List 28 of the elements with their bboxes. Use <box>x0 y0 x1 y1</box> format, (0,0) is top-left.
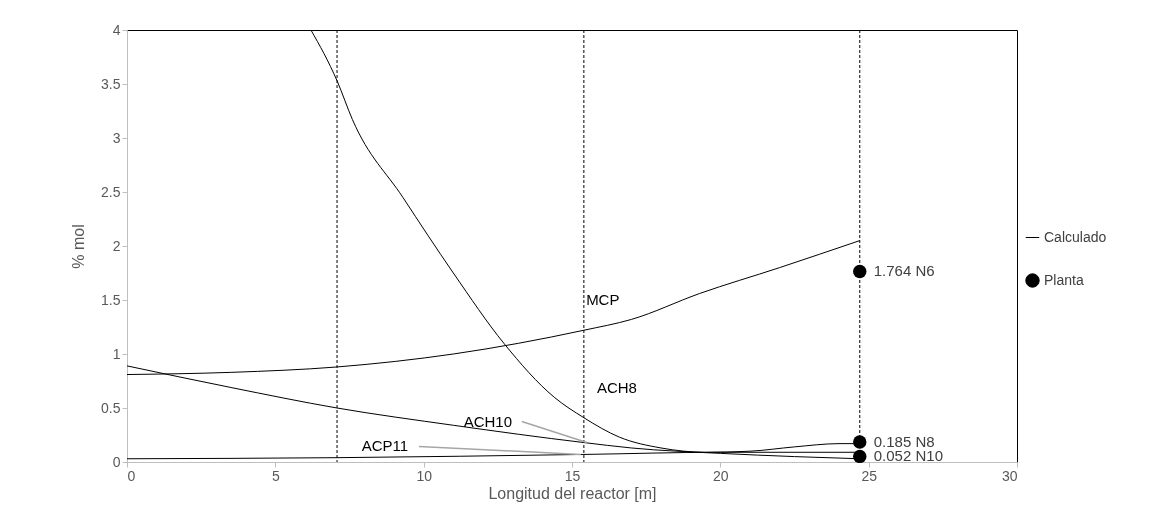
x-tick-label: 30 <box>1001 467 1018 484</box>
y-tick-label: 3.5 <box>101 75 121 92</box>
annotation: ACH10 <box>463 412 513 430</box>
y-tick-label: 1 <box>112 345 121 362</box>
x-tick-label: 15 <box>564 467 581 484</box>
x-axis-title: Longitud del reactor [m] <box>488 484 657 502</box>
x-tick-label: 0 <box>127 467 136 484</box>
y-tick-label: 0.5 <box>101 399 121 416</box>
x-tick-label: 25 <box>861 467 878 484</box>
annotation: ACH8 <box>596 379 637 397</box>
x-tick-label: 10 <box>416 467 433 484</box>
y-tick-label: 2.5 <box>101 183 121 200</box>
y-tick-label: 2 <box>112 237 121 254</box>
point <box>853 449 867 464</box>
legend-label: Planta <box>1044 271 1084 288</box>
y-tick-label: 3 <box>112 129 121 146</box>
annotation: ACP11 <box>361 437 409 455</box>
y-tick-label: 4 <box>112 21 121 38</box>
point <box>853 264 867 279</box>
legend-label: Calculado <box>1044 228 1107 245</box>
point <box>853 435 867 449</box>
x-tick-label: 20 <box>713 467 729 484</box>
annotation: MCP <box>586 291 620 309</box>
y-tick-label: 0 <box>112 453 121 470</box>
y-axis-title: % mol <box>70 224 88 269</box>
x-tick-label: 5 <box>271 467 280 484</box>
data-label: 1.764 N6 <box>873 262 935 280</box>
y-tick-label: 1.5 <box>101 291 121 308</box>
